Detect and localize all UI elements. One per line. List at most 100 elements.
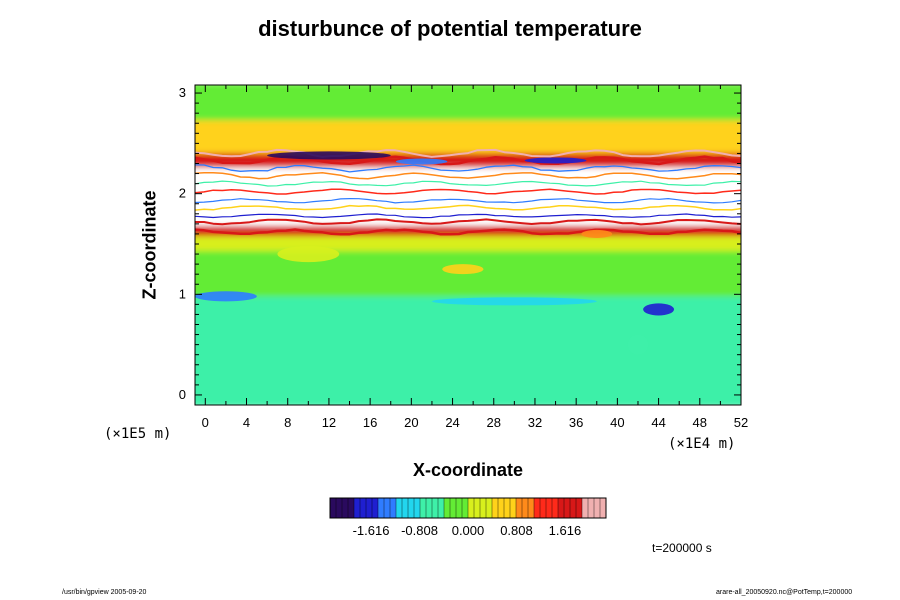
x-tick-label: 24 [445, 415, 459, 430]
footer-command: /usr/bin/gpview 2005-09-20 [62, 589, 147, 596]
field-blob-2 [524, 157, 587, 164]
colorbar-tick-label: 0.808 [500, 523, 533, 538]
field-filament-10 [195, 228, 741, 236]
x-axis-ticks: 0 4 8 12 16 20 24 28 32 36 40 44 48 52 [202, 85, 748, 430]
colorbar-swatch [390, 498, 397, 518]
colorbar-swatch [384, 498, 391, 518]
x-tick-label: 44 [651, 415, 665, 430]
x-tick-label: 48 [693, 415, 707, 430]
field-band-8 [195, 85, 741, 121]
colorbar-swatch [462, 498, 469, 518]
colorbar-swatch [336, 498, 343, 518]
field-filament-9 [195, 148, 741, 158]
colorbar-swatch [486, 498, 493, 518]
colorbar-swatch [474, 498, 481, 518]
colorbar-swatch [450, 498, 457, 518]
colorbar-swatch [522, 498, 529, 518]
x-tick-label: 40 [610, 415, 624, 430]
field-blob-5 [431, 297, 597, 306]
y-tick-label: 0 [179, 387, 186, 402]
colorbar-swatch [402, 498, 409, 518]
colorbar-swatch [456, 498, 463, 518]
field-band-0 [195, 307, 741, 405]
colorbar-swatch [600, 498, 607, 518]
x-tick-label: 36 [569, 415, 583, 430]
field-bands [195, 85, 741, 405]
field-blob-9 [627, 334, 649, 355]
y-tick-label: 3 [179, 85, 186, 100]
y-axis-ticks: 0 1 2 3 [179, 85, 741, 402]
colorbar-swatch [552, 498, 559, 518]
colorbar-tick-label: -0.808 [401, 523, 438, 538]
colorbar-swatch [366, 498, 373, 518]
y-axis-scale-label: (×1E5 m) [104, 426, 172, 442]
colorbar-swatch [570, 498, 577, 518]
colorbar: -1.616 -0.808 0.000 0.808 1.616 [329, 497, 607, 538]
x-tick-label: 16 [363, 415, 377, 430]
colorbar-swatch [408, 498, 415, 518]
field-filament-4 [195, 188, 741, 195]
colorbar-swatch [498, 498, 505, 518]
colorbar-swatch [510, 498, 517, 518]
field-filament-5 [195, 180, 741, 187]
colorbar-swatch [594, 498, 601, 518]
x-tick-label: 0 [202, 415, 209, 430]
colorbar-swatch [420, 498, 427, 518]
x-tick-label: 28 [487, 415, 501, 430]
field-blob-3 [195, 291, 257, 302]
colorbar-swatch [588, 498, 595, 518]
y-tick-label: 1 [179, 286, 186, 301]
chart-title: disturbunce of potential temperature [258, 16, 642, 41]
colorbar-swatch [426, 498, 433, 518]
colorbar-swatch [432, 498, 439, 518]
colorbar-swatch [564, 498, 571, 518]
field-filament-7 [195, 164, 741, 173]
x-tick-label: 12 [322, 415, 336, 430]
x-tick-label: 20 [404, 415, 418, 430]
field-filament-6 [195, 171, 741, 180]
field-band-5 [195, 163, 741, 226]
colorbar-swatch [348, 498, 355, 518]
colorbar-swatch [480, 498, 487, 518]
field-band-7 [195, 116, 741, 154]
x-tick-label: 8 [284, 415, 291, 430]
x-tick-label: 4 [243, 415, 250, 430]
colorbar-swatch [414, 498, 421, 518]
field-filament-1 [195, 213, 741, 219]
colorbar-swatch [540, 498, 547, 518]
colorbar-swatch [576, 498, 583, 518]
field-blob-4 [643, 303, 675, 316]
colorbar-swatch [354, 498, 361, 518]
colorbar-swatch [528, 498, 535, 518]
colorbar-tick-label: 1.616 [549, 523, 582, 538]
colorbar-swatch [444, 498, 451, 518]
colorbar-tick-label: -1.616 [353, 523, 390, 538]
colorbar-swatch [438, 498, 445, 518]
colorbar-tick-label: 0.000 [452, 523, 485, 538]
field-blob-6 [277, 246, 340, 263]
colorbar-swatch [558, 498, 565, 518]
colorbar-swatch [378, 498, 385, 518]
field-details [195, 148, 741, 355]
x-axis-scale-label: (×1E4 m) [668, 436, 736, 452]
field-blob-7 [442, 264, 484, 275]
field-filament-3 [195, 198, 741, 204]
x-axis-label: X-coordinate [412, 460, 523, 480]
colorbar-swatch [534, 498, 541, 518]
colorbar-swatch [504, 498, 511, 518]
x-tick-label: 52 [734, 415, 748, 430]
y-axis-label: Z-coordinate [139, 190, 160, 300]
colorbar-swatch [360, 498, 367, 518]
field-filament-2 [195, 204, 741, 211]
x-tick-label: 32 [528, 415, 542, 430]
colorbar-swatch [468, 498, 475, 518]
plot-frame [194, 84, 742, 406]
y-tick-label: 2 [179, 186, 186, 201]
footer-source: arare-all_20050920.nc@PotTemp,t=200000 [716, 589, 853, 596]
plot-area [195, 85, 741, 405]
colorbar-swatch [372, 498, 379, 518]
colorbar-swatch [582, 498, 589, 518]
field-blob-8 [581, 229, 613, 238]
field-blob-1 [395, 158, 448, 165]
